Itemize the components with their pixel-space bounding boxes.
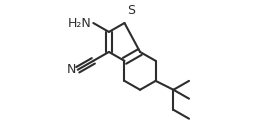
Text: H₂N: H₂N <box>68 17 92 30</box>
Text: S: S <box>127 4 135 17</box>
Text: N: N <box>67 63 76 76</box>
